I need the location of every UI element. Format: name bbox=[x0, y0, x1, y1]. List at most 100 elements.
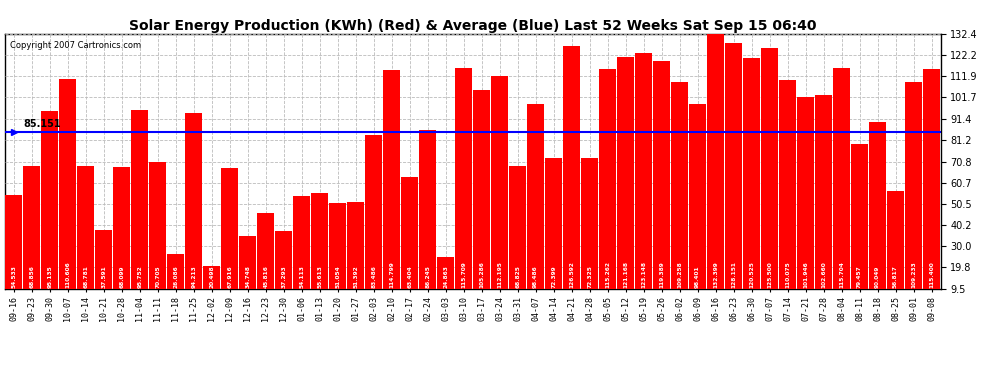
Text: 98.486: 98.486 bbox=[534, 265, 539, 288]
Text: 54.113: 54.113 bbox=[299, 265, 304, 288]
Bar bbox=[365, 135, 382, 309]
Bar bbox=[293, 196, 310, 309]
Text: 45.816: 45.816 bbox=[263, 265, 268, 288]
Text: 37.293: 37.293 bbox=[281, 265, 286, 288]
Text: 121.168: 121.168 bbox=[623, 261, 628, 288]
Text: 67.916: 67.916 bbox=[228, 265, 233, 288]
Text: 101.946: 101.946 bbox=[803, 261, 808, 288]
Bar bbox=[707, 34, 724, 309]
Text: 56.817: 56.817 bbox=[893, 265, 898, 288]
Bar bbox=[383, 70, 400, 309]
Text: 63.404: 63.404 bbox=[407, 265, 412, 288]
Bar bbox=[275, 231, 292, 309]
Bar bbox=[95, 231, 113, 309]
Bar bbox=[599, 69, 616, 309]
Text: 115.709: 115.709 bbox=[461, 261, 466, 288]
Text: 68.781: 68.781 bbox=[83, 265, 88, 288]
Bar bbox=[149, 162, 166, 309]
Bar bbox=[203, 266, 221, 309]
Bar bbox=[761, 48, 778, 309]
Bar bbox=[581, 158, 598, 309]
Text: 109.258: 109.258 bbox=[677, 261, 682, 288]
Bar bbox=[563, 46, 580, 309]
Text: 110.606: 110.606 bbox=[65, 261, 70, 288]
Bar bbox=[636, 53, 652, 309]
Bar bbox=[59, 79, 76, 309]
Text: 72.325: 72.325 bbox=[587, 265, 592, 288]
Bar bbox=[185, 113, 202, 309]
Text: 119.389: 119.389 bbox=[659, 261, 664, 288]
Bar bbox=[743, 58, 760, 309]
Text: 51.392: 51.392 bbox=[353, 265, 358, 288]
Bar bbox=[671, 82, 688, 309]
Bar bbox=[491, 76, 508, 309]
Text: 34.748: 34.748 bbox=[246, 265, 250, 288]
Bar bbox=[689, 104, 706, 309]
Bar bbox=[473, 90, 490, 309]
Bar bbox=[222, 168, 239, 309]
Text: 125.500: 125.500 bbox=[767, 261, 772, 288]
Text: 120.525: 120.525 bbox=[749, 261, 754, 288]
Text: 68.856: 68.856 bbox=[30, 265, 35, 288]
Text: 68.099: 68.099 bbox=[120, 265, 125, 288]
Text: 54.533: 54.533 bbox=[12, 265, 17, 288]
Bar bbox=[887, 190, 904, 309]
Bar bbox=[545, 158, 562, 309]
Bar bbox=[330, 202, 346, 309]
Text: 112.195: 112.195 bbox=[497, 261, 502, 288]
Bar bbox=[257, 213, 274, 309]
Text: 126.592: 126.592 bbox=[569, 261, 574, 288]
Bar bbox=[725, 43, 742, 309]
Title: Solar Energy Production (KWh) (Red) & Average (Blue) Last 52 Weeks Sat Sep 15 06: Solar Energy Production (KWh) (Red) & Av… bbox=[129, 19, 817, 33]
Text: 95.135: 95.135 bbox=[48, 265, 52, 288]
Text: Copyright 2007 Cartronics.com: Copyright 2007 Cartronics.com bbox=[10, 41, 141, 50]
Text: 105.286: 105.286 bbox=[479, 261, 484, 288]
Bar bbox=[24, 166, 41, 309]
Bar bbox=[167, 254, 184, 309]
Bar bbox=[779, 80, 796, 309]
Bar bbox=[42, 111, 58, 309]
Text: 115.704: 115.704 bbox=[840, 261, 844, 288]
Text: 90.049: 90.049 bbox=[875, 266, 880, 288]
Text: 94.213: 94.213 bbox=[191, 265, 196, 288]
Bar bbox=[617, 57, 635, 309]
Bar bbox=[527, 104, 545, 309]
Bar bbox=[311, 193, 329, 309]
Text: 37.591: 37.591 bbox=[101, 265, 106, 288]
Bar bbox=[5, 195, 23, 309]
Text: 102.660: 102.660 bbox=[821, 261, 826, 288]
Bar bbox=[905, 82, 922, 309]
Bar bbox=[815, 96, 833, 309]
Bar bbox=[653, 61, 670, 309]
Bar bbox=[833, 68, 850, 309]
Text: 115.400: 115.400 bbox=[929, 261, 934, 288]
Text: 68.825: 68.825 bbox=[515, 265, 520, 288]
Bar bbox=[77, 166, 94, 309]
Bar bbox=[401, 177, 419, 309]
Bar bbox=[132, 110, 148, 309]
Text: 114.799: 114.799 bbox=[389, 261, 394, 288]
Text: 26.086: 26.086 bbox=[173, 265, 178, 288]
Text: 85.151: 85.151 bbox=[23, 118, 60, 129]
Text: 123.148: 123.148 bbox=[642, 261, 646, 288]
Bar bbox=[419, 129, 437, 309]
Bar bbox=[797, 97, 814, 309]
Bar bbox=[347, 202, 364, 309]
Text: 79.457: 79.457 bbox=[857, 265, 862, 288]
Text: 132.399: 132.399 bbox=[713, 261, 718, 288]
Bar bbox=[240, 236, 256, 309]
Text: 70.705: 70.705 bbox=[155, 265, 160, 288]
Text: 115.262: 115.262 bbox=[605, 261, 610, 288]
Bar bbox=[455, 68, 472, 309]
Text: 51.054: 51.054 bbox=[336, 265, 341, 288]
Text: 72.399: 72.399 bbox=[551, 265, 556, 288]
Text: 86.245: 86.245 bbox=[426, 265, 431, 288]
Bar bbox=[869, 122, 886, 309]
Bar bbox=[923, 69, 940, 309]
Text: 24.863: 24.863 bbox=[444, 265, 448, 288]
Text: 20.498: 20.498 bbox=[209, 265, 215, 288]
Bar bbox=[851, 144, 868, 309]
Bar bbox=[509, 166, 527, 309]
Text: 95.752: 95.752 bbox=[138, 265, 143, 288]
Text: 83.486: 83.486 bbox=[371, 265, 376, 288]
